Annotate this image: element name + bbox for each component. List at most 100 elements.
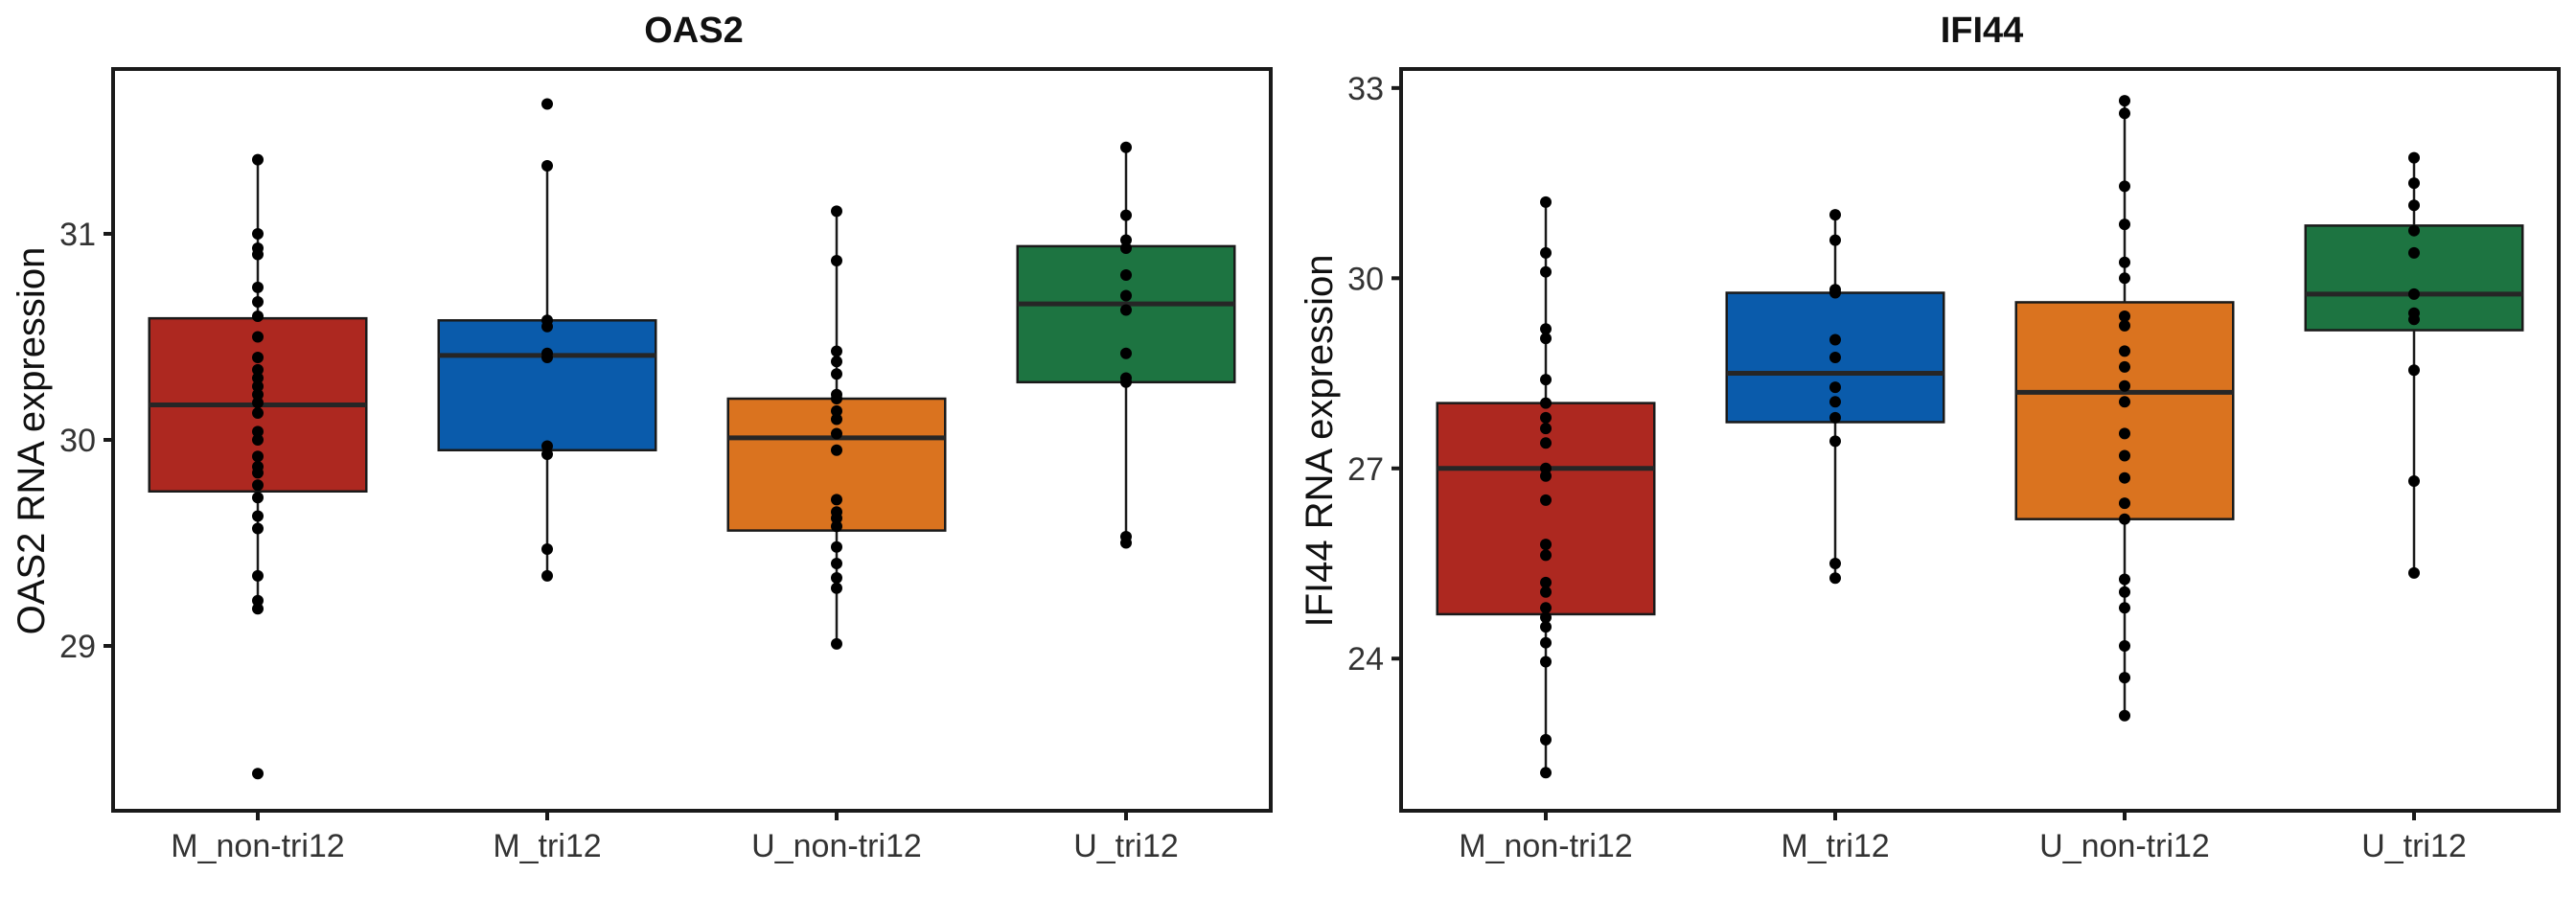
ifi44-m-non-tri12-point: [1540, 733, 1552, 746]
oas2-y-ticks: 29 30 31: [59, 217, 113, 665]
oas2-m-non-tri12-point: [252, 522, 264, 535]
oas2-u-non-tri12-point: [831, 413, 842, 426]
oas2-m-tri12-point: [541, 160, 553, 172]
ifi44-u-non-tri12-point: [2119, 180, 2130, 193]
ifi44-m-non-tri12-point: [1540, 576, 1552, 588]
ifi44-u-non-tri12-point: [2119, 472, 2130, 484]
oas2-m-non-tri12-point: [252, 434, 264, 446]
ifi44-x-tick-label: U_tri12: [2361, 828, 2467, 864]
ifi44-m-tri12-point: [1829, 572, 1841, 585]
oas2-m-tri12-point: [541, 440, 553, 452]
oas2-u-non-tri12-point: [831, 388, 842, 401]
ifi44-m-non-tri12-point: [1540, 656, 1552, 668]
ifi44-m-tri12-point: [1829, 381, 1841, 394]
ifi44-m-tri12-point: [1829, 435, 1841, 448]
ifi44-m-tri12-point: [1829, 558, 1841, 569]
oas2-m-non-tri12-point: [252, 310, 264, 322]
ifi44-u-non-tri12-point: [2119, 709, 2130, 722]
oas2-marks: [148, 98, 1236, 780]
ifi44-y-tick-label: 33: [1347, 71, 1384, 107]
ifi44-y-ticks: 24 27 30 33: [1347, 71, 1401, 678]
oas2-y-tick-label: 29: [59, 629, 96, 665]
ifi44-m-non-tri12-point: [1540, 602, 1552, 614]
ifi44-y-tick-label: 30: [1347, 261, 1384, 297]
oas2-m-non-tri12-point: [252, 407, 264, 420]
ifi44-u-non-tri12-point: [2119, 396, 2130, 408]
ifi44-u-non-tri12-point: [2119, 586, 2130, 598]
ifi44-m-non-tri12-point: [1540, 494, 1552, 506]
ifi44-u-non-tri12-point: [2119, 602, 2130, 614]
oas2-u-tri12-point: [1120, 242, 1132, 255]
oas2-m-non-tri12-point: [252, 388, 264, 401]
ifi44-u-non-tri12-point: [2119, 256, 2130, 268]
ifi44-u-non-tri12-point: [2119, 218, 2130, 231]
oas2-x-tick-label: M_tri12: [493, 828, 601, 864]
ifi44-m-non-tri12-point: [1540, 636, 1552, 649]
ifi44-m-non-tri12-point: [1540, 423, 1552, 435]
oas2-m-non-tri12-point: [252, 228, 264, 240]
ifi44-u-non-tri12-point: [2119, 497, 2130, 510]
oas2-x-tick-label: U_tri12: [1073, 828, 1179, 864]
oas2-y-tick-label: 30: [59, 423, 96, 459]
oas2-u-non-tri12-point: [831, 444, 842, 456]
ifi44-m-non-tri12-point: [1540, 767, 1552, 779]
oas2-m-non-tri12-point: [252, 153, 264, 166]
ifi44-m-tri12-point: [1829, 352, 1841, 363]
ifi44-m-tri12-point: [1829, 284, 1841, 296]
ifi44-u-non-tri12-point: [2119, 449, 2130, 462]
ifi44-u-non-tri12-point: [2119, 272, 2130, 285]
ifi44-u-non-tri12-box: [2014, 301, 2235, 520]
oas2-m-non-tri12-point: [252, 372, 264, 384]
ifi44-y-axis-label: IFI44 RNA expression: [1299, 254, 1341, 627]
oas2-u-non-tri12-point: [831, 404, 842, 417]
oas2-u-non-tri12-point: [831, 427, 842, 440]
oas2-x-tick-label: U_non-tri12: [751, 828, 922, 864]
ifi44-u-non-tri12-point: [2119, 513, 2130, 525]
oas2-m-non-tri12-point: [252, 242, 264, 255]
ifi44-m-non-tri12-point: [1540, 397, 1552, 409]
oas2-u-tri12-point: [1120, 531, 1132, 543]
ifi44-u-tri12-point: [2408, 288, 2420, 300]
oas2-m-non-tri12-point: [252, 492, 264, 504]
oas2-u-tri12-point: [1120, 372, 1132, 384]
oas2-m-non-tri12-point: [252, 281, 264, 293]
ifi44-m-non-tri12-point: [1540, 374, 1552, 386]
oas2-m-non-tri12-point: [252, 426, 264, 438]
oas2-m-non-tri12-point: [252, 510, 264, 522]
ifi44-u-non-tri12-point: [2119, 310, 2130, 322]
ifi44-m-non-tri12-point: [1540, 323, 1552, 335]
ifi44-u-non-tri12-point: [2119, 360, 2130, 373]
oas2-m-tri12-point: [541, 448, 553, 461]
oas2-u-non-tri12-point: [831, 572, 842, 585]
ifi44-m-non-tri12-point: [1540, 196, 1552, 208]
ifi44-panel-title: IFI44: [1941, 11, 2024, 51]
ifi44-x-tick-label: M_tri12: [1781, 828, 1889, 864]
ifi44-m-non-tri12-point: [1540, 549, 1552, 562]
oas2-m-non-tri12-point: [252, 363, 264, 376]
ifi44-u-non-tri12-point: [2119, 345, 2130, 357]
oas2-y-axis-label: OAS2 RNA expression: [11, 247, 53, 635]
ifi44-m-non-tri12-point: [1540, 265, 1552, 278]
ifi44-u-non-tri12-point: [2119, 380, 2130, 392]
oas2-m-non-tri12-point: [252, 768, 264, 780]
oas2-u-non-tri12-point: [831, 520, 842, 533]
oas2-u-non-tri12-point: [831, 368, 842, 380]
oas2-y-tick-label: 31: [59, 217, 96, 253]
ifi44-y-tick-label: 27: [1347, 451, 1384, 488]
ifi44-m-tri12-point: [1829, 209, 1841, 221]
oas2-u-tri12-point: [1120, 141, 1132, 153]
oas2-u-non-tri12-point: [831, 356, 842, 368]
oas2-m-non-tri12-point: [252, 295, 264, 308]
oas2-panel: OAS2 OAS2 RNA expression 29 30 31 M_non-tr…: [11, 11, 1273, 864]
oas2-u-tri12-point: [1120, 289, 1132, 302]
ifi44-u-tri12-point: [2408, 224, 2420, 237]
ifi44-x-tick-label: U_non-tri12: [2039, 828, 2210, 864]
oas2-m-non-tri12-point: [252, 460, 264, 472]
ifi44-m-non-tri12-point: [1540, 462, 1552, 474]
ifi44-m-tri12-point: [1829, 334, 1841, 346]
ifi44-u-non-tri12-point: [2119, 107, 2130, 120]
ifi44-u-tri12-point: [2408, 177, 2420, 190]
ifi44-x-ticks: M_non-tri12 M_tri12 U_non-tri12 U_tri12: [1459, 811, 2467, 864]
ifi44-x-tick-label: M_non-tri12: [1459, 828, 1632, 864]
ifi44-u-tri12-point: [2408, 307, 2420, 319]
